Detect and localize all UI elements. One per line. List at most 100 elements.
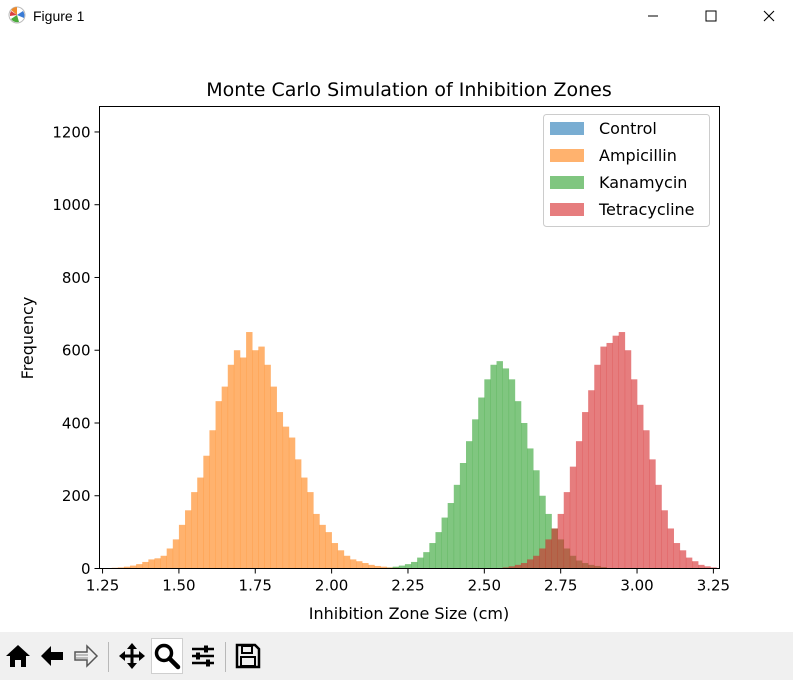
histogram-bar <box>374 565 381 569</box>
maximize-button[interactable] <box>682 0 740 32</box>
histogram-bar <box>282 426 290 569</box>
histogram-bar <box>514 564 522 569</box>
histogram-bar <box>246 332 253 569</box>
x-tick-label: 1.75 <box>239 577 272 595</box>
histogram-bar <box>453 484 461 569</box>
histogram-bar <box>294 459 302 569</box>
matplotlib-logo-icon <box>8 6 26 24</box>
back-button[interactable] <box>36 638 68 674</box>
y-tick-label: 400 <box>62 414 91 432</box>
histogram-bar <box>221 386 229 569</box>
histogram-bar <box>624 350 632 569</box>
histogram-chart: Monte Carlo Simulation of Inhibition Zon… <box>18 79 730 623</box>
histogram-bar <box>630 379 638 569</box>
y-tick-label: 200 <box>62 487 91 505</box>
toolbar-separator <box>108 642 109 672</box>
histogram-bar <box>600 346 607 569</box>
histogram-bar <box>661 510 668 569</box>
histogram-bar <box>142 561 149 569</box>
histogram-bar <box>191 492 198 569</box>
histogram-bar <box>215 401 222 569</box>
histogram-bar <box>478 397 485 569</box>
configure-subplots-button[interactable] <box>187 638 219 674</box>
legend-label: Kanamycin <box>599 173 687 192</box>
close-button[interactable] <box>740 0 793 32</box>
pan-button[interactable] <box>116 638 148 674</box>
histogram-bar <box>136 564 143 569</box>
histogram-bar <box>637 404 644 569</box>
histogram-bar <box>698 564 705 569</box>
back-arrow-icon <box>41 646 63 666</box>
histogram-bar <box>490 364 497 569</box>
histogram-bar <box>563 492 571 569</box>
x-tick-label: 2.50 <box>468 577 501 595</box>
histogram-bar <box>337 550 345 569</box>
forward-button[interactable] <box>70 638 102 674</box>
histogram-bar <box>496 361 503 569</box>
histogram-bar <box>459 463 467 569</box>
legend-label: Control <box>599 119 657 138</box>
histogram-bar <box>606 342 613 569</box>
histogram-bar <box>704 566 711 569</box>
x-tick-label: 3.25 <box>697 577 730 595</box>
histogram-bar <box>239 357 247 569</box>
histogram-bar <box>313 513 320 569</box>
toolbar-separator <box>225 642 226 672</box>
histogram-bar <box>655 484 662 569</box>
histogram-bar <box>441 517 448 569</box>
histogram-bar <box>557 513 565 569</box>
histogram-bar <box>123 566 131 569</box>
minimize-button[interactable] <box>624 0 682 32</box>
histogram-bar <box>288 437 296 569</box>
histogram-bar <box>527 448 534 569</box>
chart-title: Monte Carlo Simulation of Inhibition Zon… <box>206 79 612 101</box>
x-tick-label: 3.00 <box>620 577 653 595</box>
histogram-bar <box>148 559 155 569</box>
plot-frame <box>99 106 720 569</box>
histogram-bar <box>233 350 241 569</box>
histogram-bar <box>667 528 674 569</box>
legend-swatch <box>550 176 584 189</box>
histogram-bar <box>276 412 284 569</box>
save-button[interactable] <box>232 638 264 674</box>
histogram-bar <box>319 524 326 569</box>
histogram-bar <box>392 566 400 569</box>
figure-canvas[interactable]: Monte Carlo Simulation of Inhibition Zon… <box>0 32 793 632</box>
histogram-bar <box>514 401 522 569</box>
histogram-bar <box>692 561 699 569</box>
histogram-bar <box>429 543 436 569</box>
histogram-bar <box>679 550 687 569</box>
zoom-button[interactable] <box>151 638 183 674</box>
histogram-bar <box>185 510 192 569</box>
y-tick-label: 1000 <box>52 196 90 214</box>
x-axis-label: Inhibition Zone Size (cm) <box>309 604 509 623</box>
histogram-bar <box>362 563 369 569</box>
histogram-bar <box>472 419 479 569</box>
histogram-bar <box>533 555 540 569</box>
legend-swatch <box>550 203 584 216</box>
home-button[interactable] <box>2 638 34 674</box>
pan-icon <box>119 643 145 669</box>
histogram-bar <box>227 364 235 569</box>
x-tick-label: 1.50 <box>162 577 195 595</box>
histogram-bar <box>539 495 546 569</box>
histogram-bar <box>331 543 339 569</box>
histogram-bar <box>539 548 546 569</box>
histogram-bar <box>569 466 577 569</box>
legend-swatch <box>550 149 584 162</box>
histogram-bar <box>618 332 626 569</box>
histogram-bar <box>264 364 271 569</box>
histogram-bar <box>582 412 589 569</box>
close-icon <box>763 10 775 22</box>
histogram-bar <box>508 379 516 569</box>
legend-label: Ampicillin <box>599 146 677 165</box>
minimize-icon <box>648 15 658 17</box>
histogram-bar <box>466 441 473 569</box>
x-tick-label: 1.25 <box>86 577 119 595</box>
histogram-bar <box>301 477 308 569</box>
histogram-bar <box>685 557 693 569</box>
histogram-bar <box>404 564 412 569</box>
histogram-bar <box>343 555 351 569</box>
histogram-bar <box>710 567 717 569</box>
histogram-bar <box>130 565 137 569</box>
